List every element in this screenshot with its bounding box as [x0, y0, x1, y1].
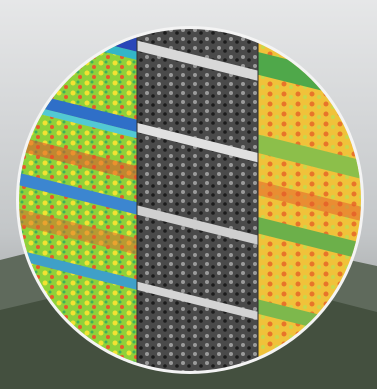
image: [0, 0, 377, 389]
page: [0, 0, 377, 389]
grayscale-strip: [137, 29, 258, 371]
